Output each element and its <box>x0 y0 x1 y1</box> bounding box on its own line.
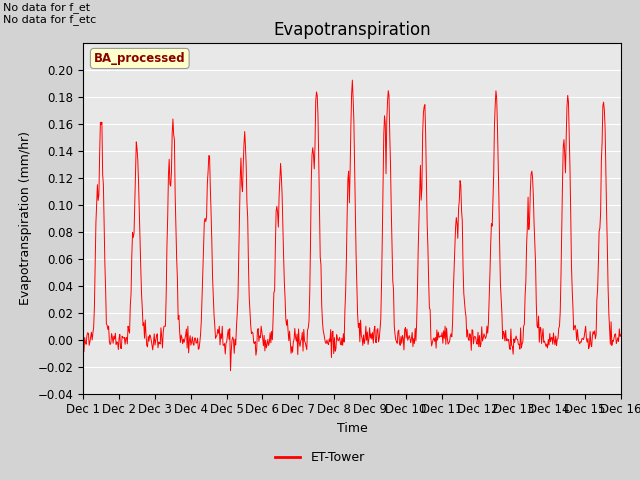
Legend: ET-Tower: ET-Tower <box>270 446 370 469</box>
Y-axis label: Evapotranspiration (mm/hr): Evapotranspiration (mm/hr) <box>19 132 32 305</box>
Title: Evapotranspiration: Evapotranspiration <box>273 21 431 39</box>
Text: No data for f_etc: No data for f_etc <box>3 14 97 25</box>
Text: No data for f_et: No data for f_et <box>3 2 90 13</box>
X-axis label: Time: Time <box>337 422 367 435</box>
Text: BA_processed: BA_processed <box>94 52 186 65</box>
